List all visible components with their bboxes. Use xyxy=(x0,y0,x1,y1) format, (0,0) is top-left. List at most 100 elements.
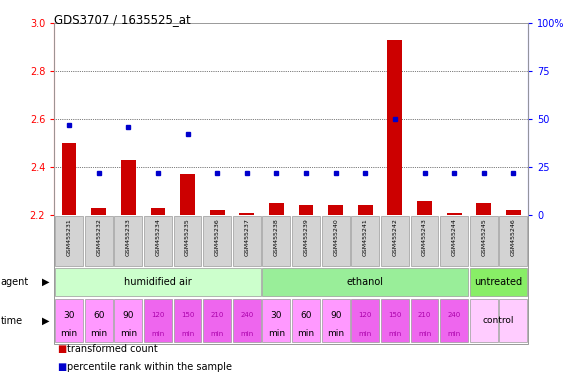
Text: min: min xyxy=(211,331,224,336)
Text: GSM455246: GSM455246 xyxy=(511,218,516,256)
Text: GDS3707 / 1635525_at: GDS3707 / 1635525_at xyxy=(54,13,191,26)
Text: GSM455244: GSM455244 xyxy=(452,218,457,256)
Bar xyxy=(440,300,468,342)
Bar xyxy=(411,216,439,266)
Bar xyxy=(470,216,498,266)
Text: 30: 30 xyxy=(63,311,75,319)
Bar xyxy=(292,216,320,266)
Text: min: min xyxy=(240,331,254,336)
Bar xyxy=(203,216,231,266)
Bar xyxy=(411,300,439,342)
Bar xyxy=(174,300,202,342)
Text: untreated: untreated xyxy=(475,277,522,287)
Bar xyxy=(233,300,261,342)
Bar xyxy=(239,213,254,215)
Text: ■: ■ xyxy=(57,362,66,372)
Text: 150: 150 xyxy=(181,312,194,318)
Bar xyxy=(321,300,349,342)
Text: min: min xyxy=(268,329,285,338)
Bar xyxy=(388,40,403,215)
Bar xyxy=(500,300,527,342)
Text: ■: ■ xyxy=(57,344,66,354)
Text: GSM455235: GSM455235 xyxy=(185,218,190,256)
Text: min: min xyxy=(90,329,107,338)
Bar xyxy=(321,216,349,266)
Bar xyxy=(203,300,231,342)
Bar xyxy=(210,210,224,215)
Text: GSM455233: GSM455233 xyxy=(126,218,131,256)
Bar xyxy=(121,160,136,215)
Text: GSM455232: GSM455232 xyxy=(96,218,101,256)
Text: 120: 120 xyxy=(151,312,164,318)
Text: min: min xyxy=(388,331,401,336)
Bar xyxy=(62,143,77,215)
Bar xyxy=(358,205,373,215)
Text: time: time xyxy=(1,316,23,326)
Bar xyxy=(328,205,343,215)
Text: GSM455236: GSM455236 xyxy=(215,218,220,256)
Text: min: min xyxy=(297,329,315,338)
Text: percentile rank within the sample: percentile rank within the sample xyxy=(67,362,232,372)
Text: GSM455237: GSM455237 xyxy=(244,218,250,256)
Text: ▶: ▶ xyxy=(42,277,50,287)
Text: min: min xyxy=(359,331,372,336)
Text: GSM455238: GSM455238 xyxy=(274,218,279,256)
Bar xyxy=(440,216,468,266)
Bar xyxy=(351,300,379,342)
Bar xyxy=(180,174,195,215)
Text: 210: 210 xyxy=(418,312,431,318)
Text: min: min xyxy=(327,329,344,338)
Bar xyxy=(500,216,527,266)
Bar xyxy=(470,268,527,296)
Text: 150: 150 xyxy=(388,312,401,318)
Text: 210: 210 xyxy=(211,312,224,318)
Text: control: control xyxy=(483,316,514,325)
Bar xyxy=(233,216,261,266)
Bar xyxy=(174,216,202,266)
Text: humidified air: humidified air xyxy=(124,277,192,287)
Bar xyxy=(85,216,112,266)
Bar xyxy=(55,216,83,266)
Text: min: min xyxy=(120,329,137,338)
Text: ethanol: ethanol xyxy=(347,277,384,287)
Text: 30: 30 xyxy=(271,311,282,319)
Text: agent: agent xyxy=(1,277,29,287)
Text: GSM455234: GSM455234 xyxy=(155,218,160,256)
Text: transformed count: transformed count xyxy=(67,344,158,354)
Text: GSM455241: GSM455241 xyxy=(363,218,368,256)
Text: 60: 60 xyxy=(300,311,312,319)
Text: min: min xyxy=(61,329,78,338)
Bar xyxy=(470,300,498,342)
Bar xyxy=(91,208,106,215)
Text: GSM455240: GSM455240 xyxy=(333,218,338,256)
Text: min: min xyxy=(151,331,164,336)
Bar xyxy=(114,300,142,342)
Bar xyxy=(417,201,432,215)
Bar xyxy=(144,216,172,266)
Bar xyxy=(381,300,409,342)
Text: GSM455239: GSM455239 xyxy=(304,218,308,256)
Bar xyxy=(263,268,468,296)
Text: ▶: ▶ xyxy=(42,316,50,326)
Bar xyxy=(55,268,261,296)
Text: GSM455243: GSM455243 xyxy=(422,218,427,256)
Text: min: min xyxy=(448,331,461,336)
Text: 120: 120 xyxy=(359,312,372,318)
Bar xyxy=(263,216,290,266)
Bar xyxy=(269,203,284,215)
Text: 240: 240 xyxy=(240,312,254,318)
Bar xyxy=(381,216,409,266)
Bar xyxy=(506,210,521,215)
Bar xyxy=(299,205,313,215)
Bar xyxy=(85,300,112,342)
Text: 60: 60 xyxy=(93,311,104,319)
Text: 90: 90 xyxy=(123,311,134,319)
Text: GSM455242: GSM455242 xyxy=(392,218,397,256)
Bar xyxy=(263,300,290,342)
Text: 240: 240 xyxy=(448,312,461,318)
Bar xyxy=(151,208,166,215)
Text: min: min xyxy=(181,331,194,336)
Bar xyxy=(144,300,172,342)
Bar xyxy=(292,300,320,342)
Text: min: min xyxy=(418,331,431,336)
